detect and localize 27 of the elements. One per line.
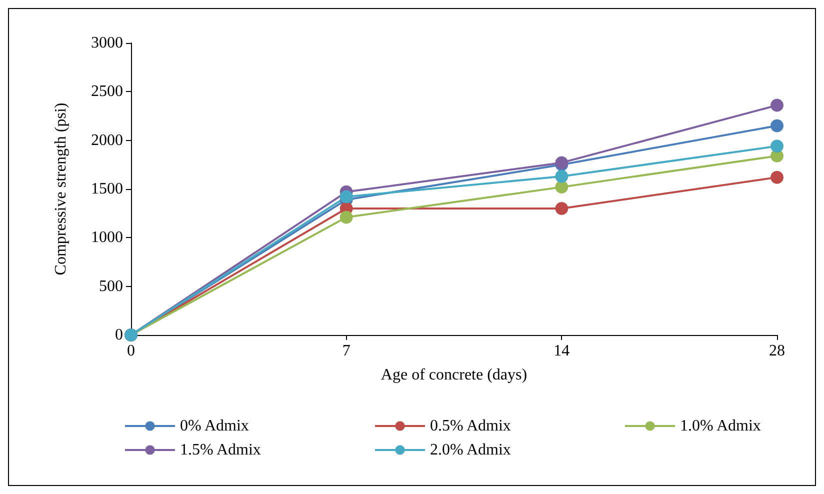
y-tick-label: 500 bbox=[99, 278, 123, 295]
point bbox=[340, 190, 353, 204]
legend-label: 0% Admix bbox=[180, 418, 249, 434]
y-tick-label: 2000 bbox=[91, 132, 123, 149]
y-tick-label: 1500 bbox=[91, 180, 123, 198]
point bbox=[770, 140, 784, 153]
legend-label: 2.0% Admix bbox=[430, 442, 511, 458]
x-tick-label: 28 bbox=[769, 342, 785, 360]
x-tick-label: 0 bbox=[127, 342, 135, 360]
legend-label: 1.0% Admix bbox=[680, 418, 761, 434]
point bbox=[340, 210, 353, 224]
x-tick-label: 14 bbox=[554, 342, 570, 360]
point bbox=[555, 170, 568, 183]
point bbox=[555, 180, 568, 194]
x-axis-title: Age of concrete (days) bbox=[380, 366, 528, 384]
legend-label: 0.5% Admix bbox=[430, 418, 511, 434]
y-tick-label: 1000 bbox=[91, 229, 123, 246]
legend-label: 1.5% Admix bbox=[180, 442, 261, 458]
y-tick-label: 0 bbox=[115, 326, 123, 344]
point bbox=[555, 202, 568, 215]
y-axis-title: Compressive strength (psi) bbox=[52, 102, 70, 276]
point bbox=[770, 98, 784, 112]
y-tick-label: 3000 bbox=[91, 34, 123, 52]
point bbox=[770, 170, 784, 184]
point bbox=[770, 119, 784, 132]
y-tick-label: 2500 bbox=[91, 83, 123, 100]
x-tick-label: 7 bbox=[342, 342, 350, 360]
